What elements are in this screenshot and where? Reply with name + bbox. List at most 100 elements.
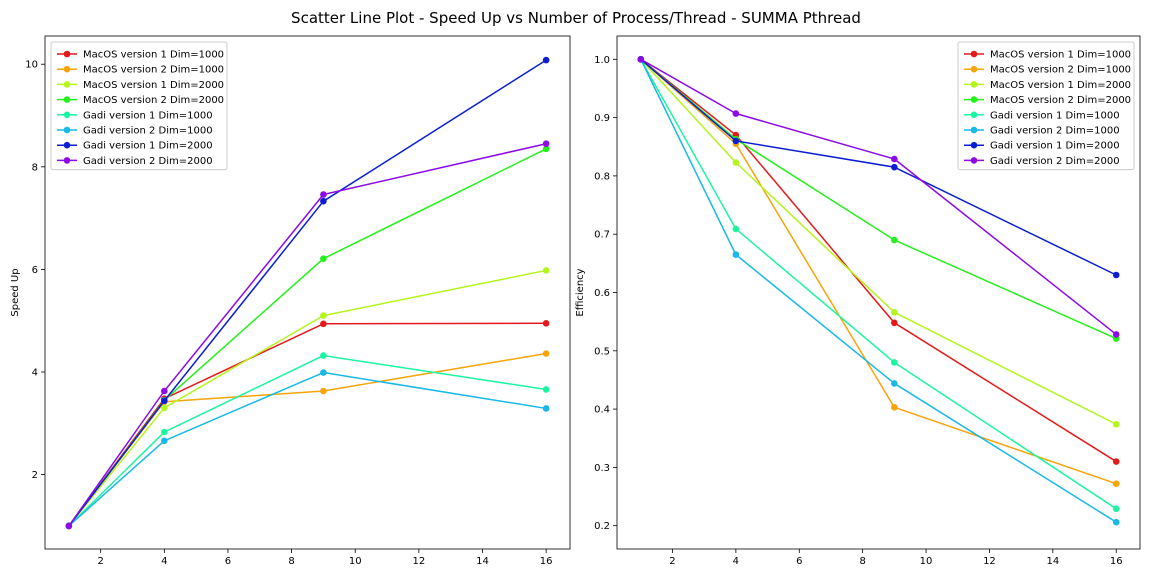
series-line-1 xyxy=(640,58,1117,463)
data-point xyxy=(732,251,740,258)
data-point xyxy=(732,225,740,233)
data-point xyxy=(542,140,550,148)
data-point xyxy=(1112,505,1120,513)
data-point xyxy=(320,255,327,262)
legend-entry-label: MacOS version 2 Dim=1000 xyxy=(83,65,224,76)
chart-panel-2: 2 4 6 8 10 12 14 16 0.2 0.3 0.4 0.5 0.6 0.7 0.8 0.9 1.0 E… xyxy=(575,35,1141,567)
data-point xyxy=(320,320,327,328)
x-tick-label: 4 xyxy=(733,556,739,567)
series-line-5 xyxy=(640,58,1117,510)
y-tick-label: 10 xyxy=(25,60,38,71)
series-line-8 xyxy=(640,58,1117,336)
x-tick-label: 16 xyxy=(540,556,553,567)
y-tick-label: 0.6 xyxy=(594,288,610,299)
data-point xyxy=(1112,480,1120,488)
series-line-3 xyxy=(68,269,547,527)
series-line-8 xyxy=(68,142,547,527)
data-point xyxy=(161,437,168,445)
data-point xyxy=(542,386,550,393)
series-line-7 xyxy=(68,59,547,527)
data-point xyxy=(542,350,550,357)
series-line-3 xyxy=(640,58,1117,425)
data-point xyxy=(542,319,550,327)
y-tick-label: 6 xyxy=(32,265,38,276)
legend-entry-label: Gadi version 1 Dim=1000 xyxy=(990,110,1120,121)
data-point xyxy=(1112,518,1120,526)
legend-swatch-marker xyxy=(970,141,978,149)
series-line-7 xyxy=(640,58,1117,276)
legend-swatch-marker xyxy=(970,81,978,88)
data-point xyxy=(1112,331,1120,338)
data-point xyxy=(891,404,898,411)
legend-entry-label: MacOS version 2 Dim=1000 xyxy=(990,65,1131,76)
legend-box xyxy=(957,41,1135,171)
legend-entry-label: MacOS version 1 Dim=2000 xyxy=(990,80,1131,91)
data-point xyxy=(891,359,898,366)
y-tick-label: 0.5 xyxy=(594,346,610,357)
legend-swatch-marker xyxy=(970,111,978,119)
legend-entry-label: Gadi version 2 Dim=2000 xyxy=(83,156,213,167)
data-point xyxy=(65,522,73,530)
legend-swatch-marker xyxy=(63,50,71,58)
series-line-6 xyxy=(68,371,547,527)
data-point xyxy=(1112,458,1120,465)
x-tick-label: 10 xyxy=(349,556,362,567)
legend-entry-label: Gadi version 2 Dim=2000 xyxy=(990,156,1120,167)
data-point xyxy=(732,137,740,145)
data-point xyxy=(320,197,327,205)
axes-frame xyxy=(44,35,571,550)
data-point xyxy=(891,155,898,163)
y-axis-label: Speed Up xyxy=(10,268,21,316)
legend-swatch-marker xyxy=(970,96,978,103)
legend-swatch-marker xyxy=(63,96,71,103)
data-point xyxy=(320,312,327,319)
x-tick-label: 12 xyxy=(983,556,996,567)
series-line-4 xyxy=(68,148,547,527)
legend-swatch-marker xyxy=(970,50,978,58)
y-tick-label: 2 xyxy=(32,470,38,481)
series-line-5 xyxy=(68,354,547,527)
legend-entry-label: MacOS version 1 Dim=1000 xyxy=(990,50,1131,61)
x-tick-label: 10 xyxy=(920,556,933,567)
data-point xyxy=(732,110,740,117)
x-tick-label: 2 xyxy=(97,556,103,567)
data-point xyxy=(542,405,550,412)
data-point xyxy=(161,428,168,436)
legend-entry-label: Gadi version 1 Dim=2000 xyxy=(990,141,1120,152)
y-tick-label: 0.7 xyxy=(594,230,610,241)
y-tick-label: 8 xyxy=(32,162,38,173)
y-tick-label: 0.2 xyxy=(594,521,610,532)
x-tick-label: 6 xyxy=(225,556,231,567)
x-tick-label: 16 xyxy=(1110,556,1123,567)
y-tick-label: 0.3 xyxy=(594,463,610,474)
x-tick-label: 8 xyxy=(288,556,294,567)
x-tick-label: 2 xyxy=(669,556,675,567)
legend-entry-label: MacOS version 2 Dim=2000 xyxy=(990,95,1131,106)
data-point xyxy=(637,56,645,63)
x-tick-label: 4 xyxy=(161,556,167,567)
y-tick-label: 0.4 xyxy=(594,405,610,416)
legend-entry-label: Gadi version 2 Dim=1000 xyxy=(990,126,1120,137)
legend-box xyxy=(50,41,228,171)
legend-entry-label: MacOS version 2 Dim=2000 xyxy=(83,95,224,106)
data-point xyxy=(891,163,898,171)
legend-entry-label: MacOS version 1 Dim=2000 xyxy=(83,80,224,91)
data-point xyxy=(891,319,898,327)
series-line-2 xyxy=(640,58,1117,485)
data-point xyxy=(732,159,740,166)
data-point xyxy=(542,145,550,153)
data-point xyxy=(1112,271,1120,279)
data-point xyxy=(161,404,168,412)
data-point xyxy=(320,369,327,376)
data-point xyxy=(891,309,898,316)
legend-swatch-marker xyxy=(63,65,71,73)
legend-entry-label: Gadi version 1 Dim=2000 xyxy=(83,141,213,152)
x-tick-label: 14 xyxy=(476,556,489,567)
y-tick-label: 0.8 xyxy=(594,171,610,182)
data-point xyxy=(891,380,898,387)
data-point xyxy=(161,387,168,395)
y-axis-label: Efficiency xyxy=(575,268,586,316)
legend-swatch-marker xyxy=(63,141,71,149)
